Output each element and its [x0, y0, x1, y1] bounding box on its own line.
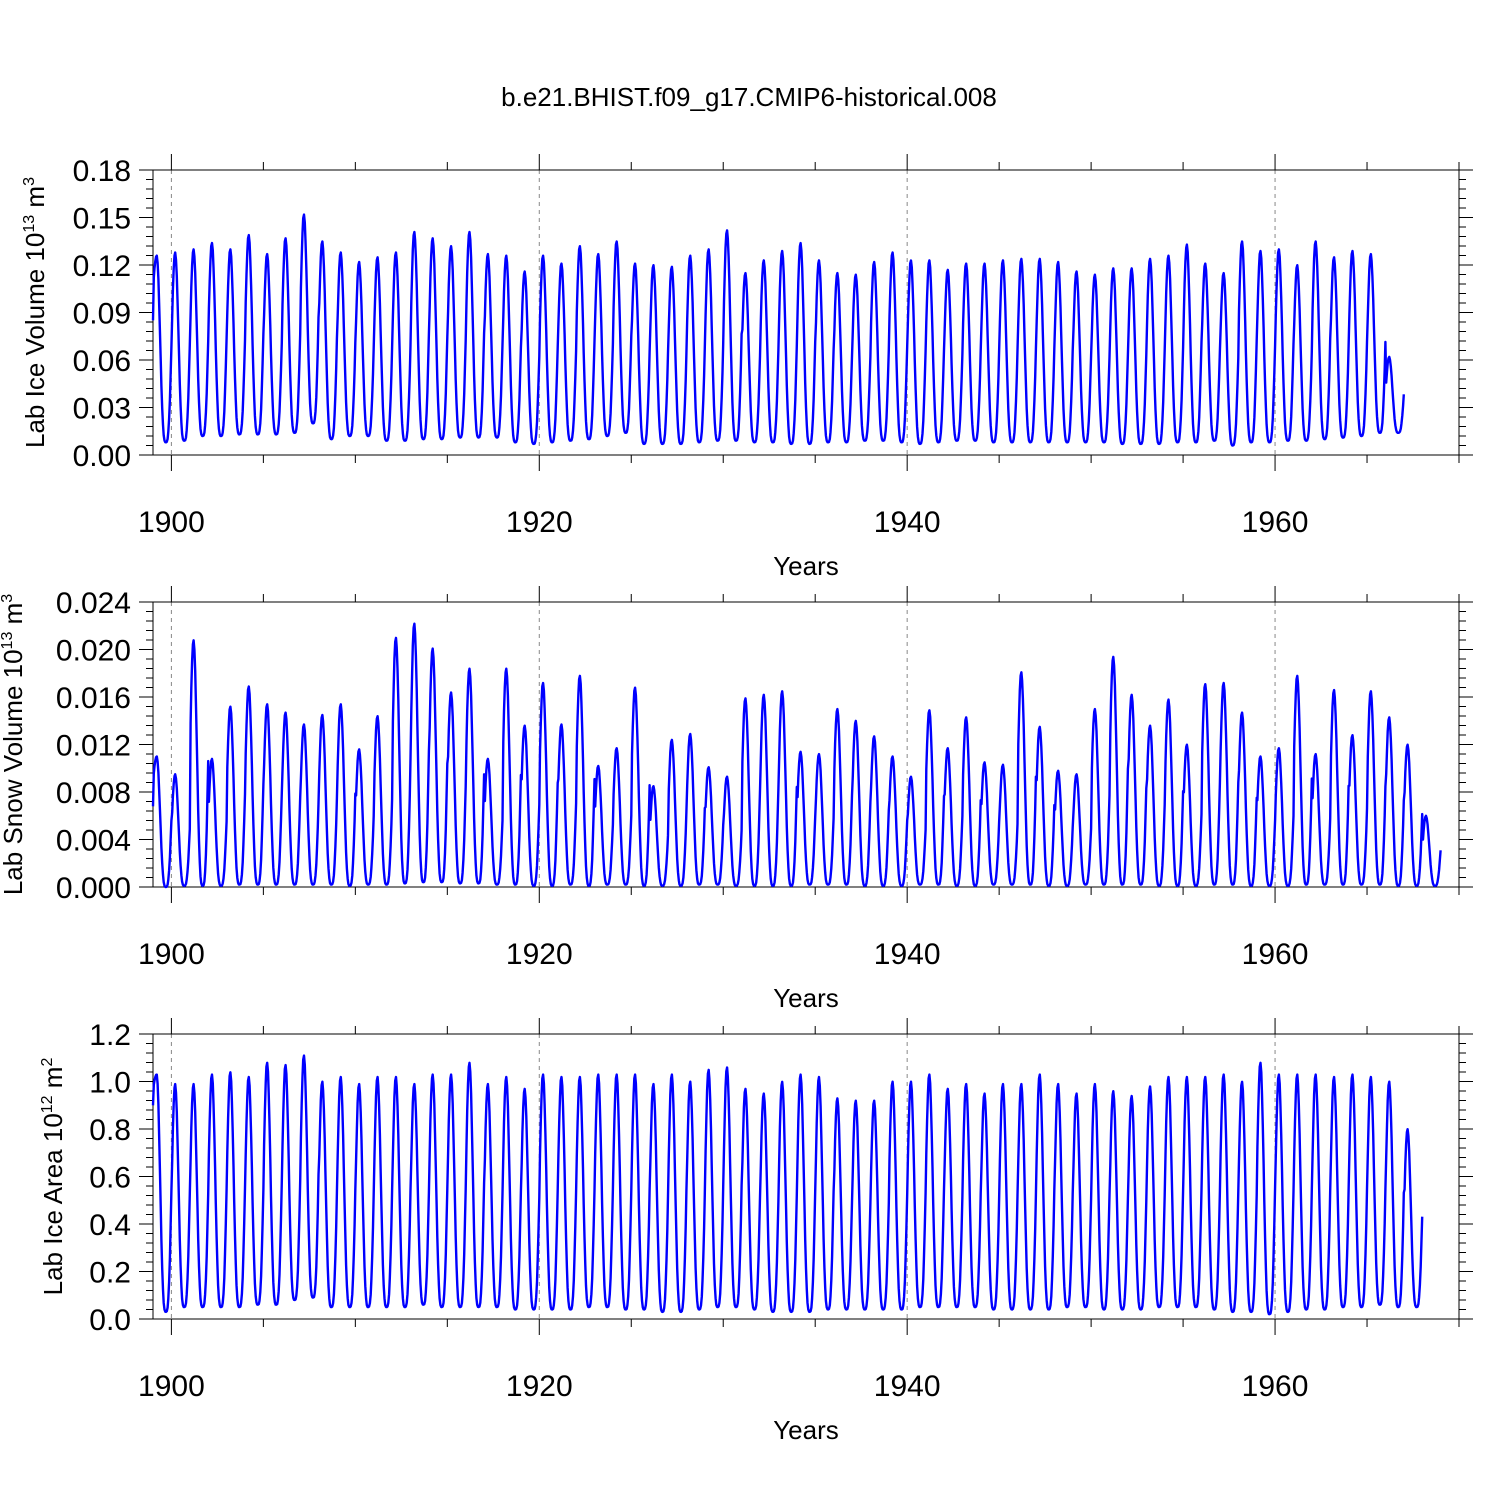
- y-tick-label: 1.0: [89, 1067, 131, 1100]
- figure-title: b.e21.BHIST.f09_g17.CMIP6-historical.008: [501, 82, 997, 112]
- y-axis-title: Lab Ice Area 1012 m2: [38, 1058, 68, 1296]
- y-axis-title: Lab Ice Volume 1013 m3: [20, 177, 50, 448]
- x-axis-title: Years: [773, 1415, 839, 1445]
- x-tick-label: 1900: [138, 506, 205, 539]
- x-tick-label: 1960: [1242, 1370, 1309, 1403]
- y-tick-label: 0.012: [56, 730, 131, 763]
- y-tick-label: 0.18: [73, 155, 131, 188]
- chart-panel-1: 0.00 0.03 0.06 0.09 0.12 0.15 0.18 1900 1920 1940…: [20, 154, 1473, 581]
- x-tick-label: 1960: [1242, 938, 1309, 971]
- y-tick-label: 0.004: [56, 825, 131, 858]
- series-line-lab-ice-area: [151, 1054, 1424, 1316]
- y-tick-label: 0.024: [56, 587, 131, 620]
- y-tick-label: 1.2: [89, 1019, 131, 1052]
- y-tick-label: 0.000: [56, 872, 131, 905]
- y-tick-label: 0.06: [73, 345, 131, 378]
- x-tick-label: 1940: [874, 1370, 941, 1403]
- x-tick-label: 1900: [138, 1370, 205, 1403]
- y-tick-label: 0.6: [89, 1162, 131, 1195]
- y-tick-label: 0.4: [89, 1209, 131, 1242]
- y-tick-label: 0.2: [89, 1257, 131, 1290]
- x-axis-title: Years: [773, 983, 839, 1013]
- y-tick-label: 0.8: [89, 1114, 131, 1147]
- x-tick-label: 1900: [138, 938, 205, 971]
- x-tick-label: 1940: [874, 938, 941, 971]
- y-tick-label: 0.008: [56, 777, 131, 810]
- y-tick-label: 0.0: [89, 1304, 131, 1337]
- y-tick-label: 0.00: [73, 440, 131, 473]
- y-tick-label: 0.09: [73, 298, 131, 331]
- chart-panel-3: 0.0 0.2 0.4 0.6 0.8 1.0 1.2 1900 1920 1940 1960 Yea…: [38, 1018, 1473, 1445]
- y-tick-label: 0.15: [73, 203, 131, 236]
- y-tick-label: 0.016: [56, 682, 131, 715]
- series-line-lab-ice-volume: [151, 213, 1405, 447]
- y-tick-label: 0.020: [56, 635, 131, 668]
- y-axis-title: Lab Snow Volume 1013 m3: [0, 594, 28, 895]
- series-line-lab-snow-volume: [151, 622, 1442, 889]
- x-tick-label: 1960: [1242, 506, 1309, 539]
- x-tick-label: 1940: [874, 506, 941, 539]
- x-tick-label: 1920: [506, 1370, 573, 1403]
- y-tick-label: 0.12: [73, 250, 131, 283]
- x-axis-title: Years: [773, 551, 839, 581]
- x-tick-label: 1920: [506, 938, 573, 971]
- y-tick-label: 0.03: [73, 393, 131, 426]
- x-tick-label: 1920: [506, 506, 573, 539]
- chart-panel-2: 0.000 0.004 0.008 0.012 0.016 0.020 0.024 1900 1…: [0, 586, 1473, 1013]
